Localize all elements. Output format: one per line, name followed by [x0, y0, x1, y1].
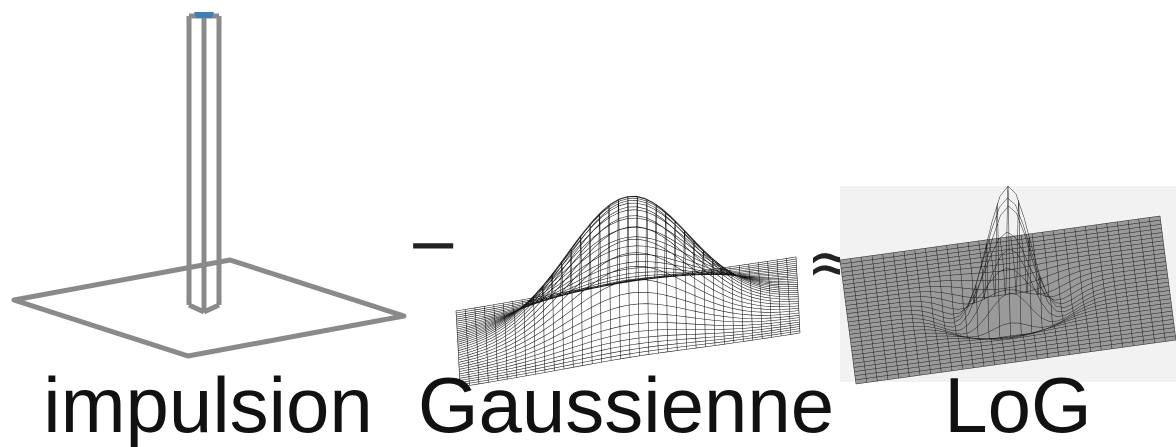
gaussian-mesh-line-u [654, 204, 659, 354]
log-mesh-fill [840, 216, 1176, 384]
impulse-label: impulsion [43, 361, 372, 447]
impulse-spike [186, 13, 222, 315]
gaussian-mesh-line-v [459, 326, 800, 381]
gaussian-mesh-line-u [729, 266, 735, 343]
gaussian-mesh-line-v [459, 319, 800, 375]
log-mesh-line-v [854, 327, 1175, 372]
log-mesh-line-v [853, 323, 1174, 368]
impulse-base-plane [11, 257, 407, 359]
log-mesh [839, 185, 1176, 385]
gaussian-mesh-line-v [459, 332, 801, 388]
laplacian-of-gaussian-surface-icon [839, 185, 1176, 385]
gaussian-mesh-line-u [663, 211, 669, 352]
log-mesh-line-u [1149, 217, 1166, 342]
gaussian-mesh-line-u [776, 259, 782, 336]
gaussian-mesh-line-v [456, 258, 797, 314]
impulse-3d-icon [11, 12, 407, 359]
gaussian-mesh-line-u [767, 261, 772, 338]
gaussian-mesh-line-u [559, 260, 565, 370]
log-mesh-line-u [1159, 215, 1176, 341]
gaussian-mesh-line-v [457, 198, 798, 343]
log-mesh-line-v [854, 331, 1175, 376]
log-mesh-line-u [1138, 218, 1155, 343]
gaussian-mesh-line-u [587, 223, 593, 364]
gaussian-mesh-line-u [578, 235, 584, 366]
impulse-tip [194, 12, 214, 18]
gaussian-mesh-line-u [672, 220, 678, 351]
gaussian-mesh-line-v [456, 262, 797, 318]
gaussian-mesh-line-u [795, 256, 801, 333]
log-mesh-line-v [855, 335, 1176, 381]
log-mesh-line-v [853, 319, 1174, 364]
log-mesh-line-v [855, 339, 1176, 385]
gaussian-mesh-line-u [691, 239, 697, 349]
gaussian-mesh-line-v [459, 324, 800, 379]
gaussian-label: Gaussienne [418, 361, 834, 447]
gaussian-mesh-line-v [459, 321, 800, 377]
gaussian-mesh-icon [455, 195, 801, 388]
log-mesh-line-u [1127, 220, 1145, 345]
gaussian-mesh-line-v [459, 328, 800, 383]
gaussian-mesh-line-u [644, 198, 650, 355]
gaussian-mesh-line-v [459, 330, 800, 386]
log-mesh-line-u [1117, 221, 1134, 346]
gaussian-mesh-line-u [757, 262, 763, 339]
gaussian-mesh-line-u [786, 258, 791, 335]
log-label: LoG [944, 361, 1091, 447]
gaussian-mesh-line-u [748, 264, 754, 341]
minus-operator: − [406, 208, 460, 282]
